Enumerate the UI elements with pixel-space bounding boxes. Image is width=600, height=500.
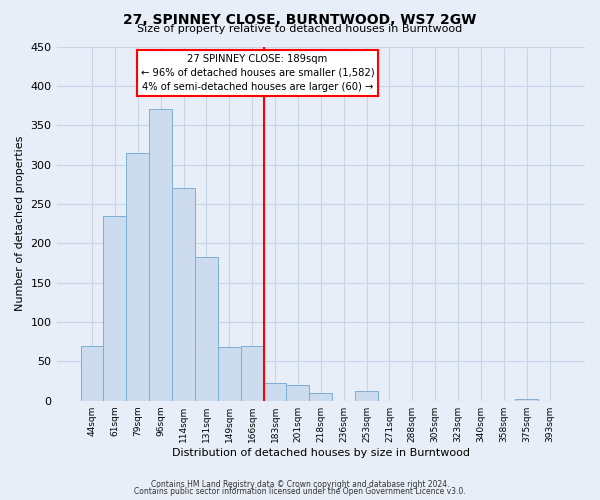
X-axis label: Distribution of detached houses by size in Burntwood: Distribution of detached houses by size …: [172, 448, 470, 458]
Bar: [103, 216, 127, 400]
Text: 27 SPINNEY CLOSE: 189sqm
← 96% of detached houses are smaller (1,582)
4% of semi: 27 SPINNEY CLOSE: 189sqm ← 96% of detach…: [140, 54, 374, 92]
Bar: [127, 153, 149, 400]
Bar: [355, 392, 378, 400]
Bar: [241, 346, 263, 401]
Bar: [286, 385, 310, 400]
Text: 27, SPINNEY CLOSE, BURNTWOOD, WS7 2GW: 27, SPINNEY CLOSE, BURNTWOOD, WS7 2GW: [124, 12, 476, 26]
Text: Contains HM Land Registry data © Crown copyright and database right 2024.: Contains HM Land Registry data © Crown c…: [151, 480, 449, 489]
Bar: [80, 346, 103, 401]
Bar: [263, 384, 286, 400]
Bar: [195, 256, 218, 400]
Bar: [149, 110, 172, 401]
Bar: [310, 393, 332, 400]
Text: Size of property relative to detached houses in Burntwood: Size of property relative to detached ho…: [137, 24, 463, 34]
Bar: [515, 399, 538, 400]
Text: Contains public sector information licensed under the Open Government Licence v3: Contains public sector information licen…: [134, 487, 466, 496]
Y-axis label: Number of detached properties: Number of detached properties: [15, 136, 25, 312]
Bar: [218, 347, 241, 401]
Bar: [172, 188, 195, 400]
